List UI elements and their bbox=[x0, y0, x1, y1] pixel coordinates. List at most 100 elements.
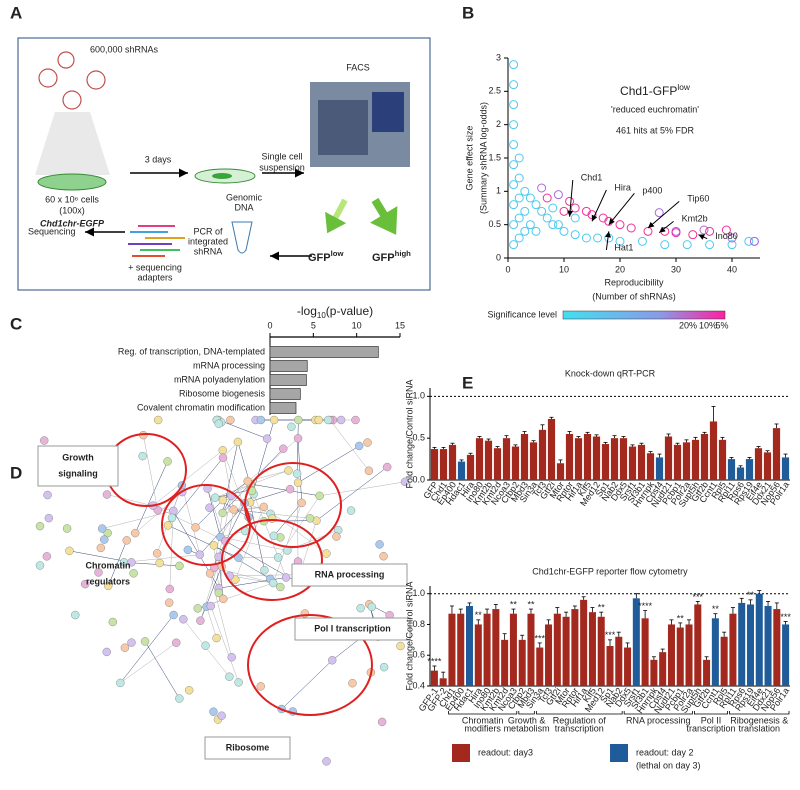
point bbox=[514, 153, 524, 163]
node bbox=[287, 422, 296, 431]
node bbox=[218, 495, 228, 505]
edge bbox=[206, 606, 217, 639]
point bbox=[615, 220, 625, 230]
cluster-label: RNA processing bbox=[315, 569, 385, 579]
node bbox=[131, 528, 140, 538]
significance-label: ** bbox=[677, 613, 685, 623]
edge bbox=[200, 566, 222, 621]
node bbox=[226, 415, 235, 425]
bar bbox=[700, 434, 709, 480]
edge bbox=[144, 641, 180, 699]
node bbox=[364, 466, 374, 475]
group-bracket bbox=[694, 711, 728, 715]
bar bbox=[763, 452, 772, 480]
edge bbox=[218, 509, 234, 589]
node bbox=[169, 506, 178, 516]
group-label: transcription bbox=[555, 723, 604, 733]
cluster-label: Growth bbox=[62, 452, 94, 462]
edge bbox=[210, 605, 239, 683]
point bbox=[509, 160, 519, 170]
category-label: mRNA polyadenylation bbox=[174, 374, 265, 384]
tube bbox=[231, 221, 253, 254]
node bbox=[155, 558, 164, 568]
point bbox=[509, 80, 519, 90]
group-label: Regulation of bbox=[553, 715, 607, 725]
node bbox=[42, 552, 52, 561]
point bbox=[688, 230, 698, 240]
y-tick-label: 1.0 bbox=[412, 588, 425, 598]
node bbox=[102, 490, 112, 499]
significance-label: **** bbox=[638, 601, 653, 611]
point bbox=[509, 220, 519, 230]
significance-label: *** bbox=[605, 630, 616, 640]
bar bbox=[538, 429, 547, 480]
bar bbox=[745, 459, 754, 480]
edge bbox=[207, 488, 226, 542]
bar bbox=[474, 624, 482, 686]
point bbox=[671, 228, 681, 238]
label: Genomic bbox=[226, 192, 263, 202]
node bbox=[356, 603, 365, 613]
node bbox=[108, 617, 118, 627]
y-tick-label: 2 bbox=[496, 119, 501, 129]
point bbox=[514, 233, 524, 243]
node bbox=[127, 638, 136, 647]
group-bracket bbox=[729, 711, 790, 715]
gene-label: Chd1 bbox=[581, 172, 603, 182]
point bbox=[744, 236, 754, 246]
cells bbox=[212, 173, 232, 179]
bar bbox=[556, 463, 565, 480]
edge bbox=[319, 481, 406, 497]
edge bbox=[207, 488, 221, 538]
y-tick-label: 0.0 bbox=[412, 474, 425, 484]
text: (p-value) bbox=[326, 304, 373, 318]
edge bbox=[296, 419, 299, 474]
node bbox=[62, 524, 72, 533]
gene-label: Hira bbox=[614, 182, 631, 192]
bar bbox=[624, 647, 632, 686]
node bbox=[138, 451, 147, 461]
node bbox=[234, 553, 243, 562]
node bbox=[153, 415, 163, 425]
chart-title: Chd1chr-EGFP reporter flow cytometry bbox=[532, 566, 688, 576]
node bbox=[354, 441, 364, 451]
node bbox=[35, 561, 45, 570]
x-tick-label: 20 bbox=[615, 264, 625, 274]
node bbox=[396, 641, 405, 651]
node bbox=[227, 653, 236, 662]
edge bbox=[152, 450, 223, 506]
x-tick-label: 0 bbox=[267, 320, 272, 330]
point bbox=[643, 226, 653, 236]
cluster-outline bbox=[247, 614, 373, 716]
group-label: modifiers bbox=[464, 723, 501, 733]
node bbox=[259, 502, 269, 512]
group-label: transcription bbox=[686, 723, 735, 733]
subtitle: 'reduced euchromatin' bbox=[611, 104, 699, 114]
label: 3 days bbox=[145, 154, 172, 164]
label: GFPlow bbox=[308, 249, 343, 264]
point bbox=[537, 183, 547, 193]
label: (100x) bbox=[59, 205, 85, 215]
panel-a-drawing bbox=[17, 37, 431, 291]
node bbox=[96, 543, 106, 553]
node bbox=[218, 453, 228, 462]
y-tick-label: 1 bbox=[496, 186, 501, 196]
bar bbox=[475, 438, 484, 480]
x-tick-label: 0 bbox=[505, 264, 510, 274]
node bbox=[81, 579, 90, 589]
edge bbox=[222, 506, 264, 514]
node bbox=[175, 694, 184, 703]
text: GFP bbox=[308, 252, 331, 264]
point bbox=[509, 140, 519, 150]
bar bbox=[781, 457, 790, 480]
facs-machine bbox=[318, 100, 368, 155]
y-axis-label: (Summary shRNA log-odds) bbox=[478, 102, 488, 214]
bar bbox=[269, 346, 379, 358]
bar bbox=[709, 421, 718, 480]
bar bbox=[597, 616, 605, 686]
node bbox=[322, 549, 331, 558]
node bbox=[172, 638, 181, 647]
point bbox=[525, 220, 535, 230]
label: suspension bbox=[259, 162, 305, 172]
point bbox=[559, 206, 569, 216]
